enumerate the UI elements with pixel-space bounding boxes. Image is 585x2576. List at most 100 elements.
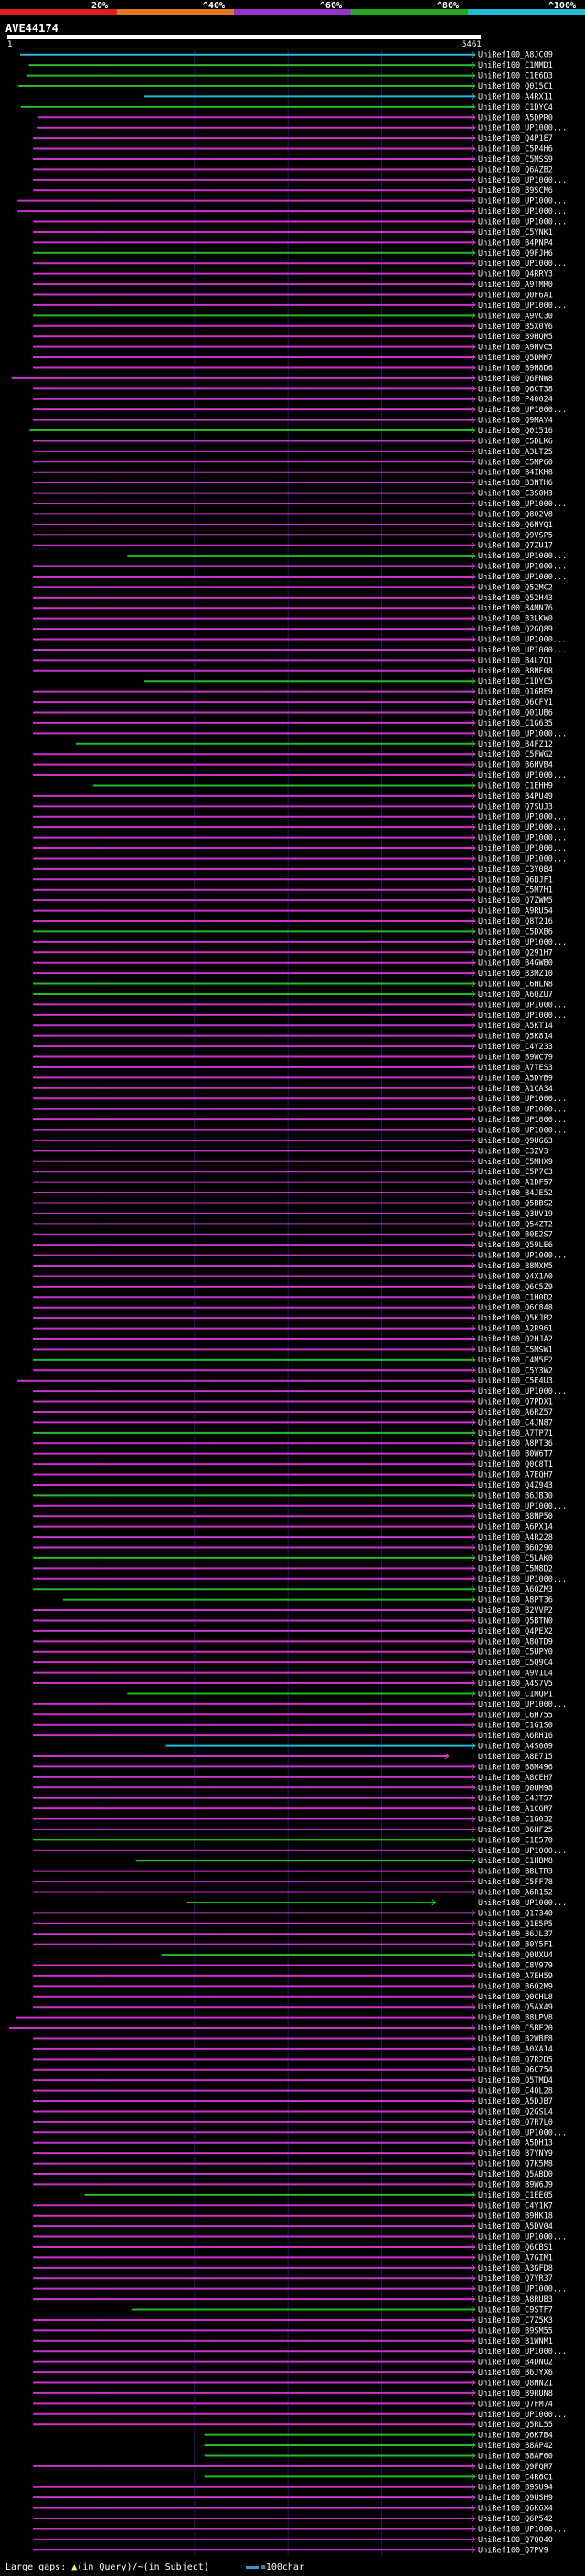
hit-label[interactable]: UniRef100_Q5K814 [478, 1033, 553, 1042]
hit-row[interactable]: UniRef100_Q7ZWM5 [33, 896, 553, 906]
hit-row[interactable]: UniRef100_Q5BTN0 [33, 1617, 553, 1626]
hit-row[interactable]: UniRef100_B2VVP2 [33, 1606, 553, 1616]
hit-row[interactable]: UniRef100_B6Q2M9 [33, 1982, 553, 1991]
hit-label[interactable]: UniRef100_B4MN76 [478, 604, 553, 613]
hit-label[interactable]: UniRef100_UP1000... [478, 260, 567, 269]
hit-row[interactable]: UniRef100_Q6C848 [33, 1304, 553, 1313]
hit-row[interactable]: UniRef100_UP1000... [33, 854, 567, 864]
hit-row[interactable]: UniRef100_Q6NYQ1 [33, 521, 553, 530]
hit-row[interactable]: UniRef100_B2WBF8 [33, 2034, 553, 2043]
hit-label[interactable]: UniRef100_UP1000... [478, 844, 567, 853]
hit-row[interactable]: UniRef100_Q7PDX1 [33, 1398, 553, 1407]
hit-row[interactable]: UniRef100_Q015C1 [18, 82, 553, 91]
hit-row[interactable]: UniRef100_Q8NNZ1 [33, 2379, 553, 2388]
hit-row[interactable]: UniRef100_A7EH59 [33, 1972, 553, 1981]
hit-label[interactable]: UniRef100_B6HF25 [478, 1826, 553, 1835]
hit-label[interactable]: UniRef100_Q9MAY4 [478, 417, 553, 426]
hit-label[interactable]: UniRef100_C1H0D2 [478, 1293, 553, 1302]
hit-row[interactable]: UniRef100_Q9UG63 [33, 1137, 553, 1146]
hit-row[interactable]: UniRef100_Q0F6A1 [33, 291, 553, 300]
hit-row[interactable]: UniRef100_C5DLK6 [33, 437, 553, 446]
hit-row[interactable]: UniRef100_Q6K6X4 [33, 2505, 553, 2514]
hit-label[interactable]: UniRef100_B6JB30 [478, 1491, 553, 1500]
hit-label[interactable]: UniRef100_C5Q9C4 [478, 1659, 553, 1668]
hit-row[interactable]: UniRef100_Q0CHL8 [33, 1993, 553, 2002]
hit-label[interactable]: UniRef100_C1E570 [478, 1836, 553, 1845]
hit-label[interactable]: UniRef100_Q7R7L0 [478, 2118, 553, 2127]
hit-label[interactable]: UniRef100_C8V979 [478, 1961, 553, 1970]
hit-row[interactable]: UniRef100_B3MZ10 [33, 970, 553, 979]
hit-row[interactable]: UniRef100_Q4X1A0 [33, 1272, 553, 1281]
hit-row[interactable]: UniRef100_Q6P542 [33, 2515, 553, 2524]
hit-label[interactable]: UniRef100_B6Q290 [478, 1543, 553, 1553]
hit-label[interactable]: UniRef100_UP1000... [478, 1899, 567, 1908]
hit-label[interactable]: UniRef100_A5DH13 [478, 2139, 553, 2148]
hit-label[interactable]: UniRef100_UP1000... [478, 636, 567, 645]
hit-label[interactable]: UniRef100_Q5BBS2 [478, 1199, 553, 1208]
hit-label[interactable]: UniRef100_A9TMR0 [478, 281, 553, 290]
hit-label[interactable]: UniRef100_B0W6T7 [478, 1450, 553, 1459]
hit-row[interactable]: UniRef100_Q52H43 [33, 594, 553, 603]
hit-label[interactable]: UniRef100_C4JT57 [478, 1795, 553, 1804]
hit-row[interactable]: UniRef100_UP1000... [33, 2348, 567, 2357]
hit-row[interactable]: UniRef100_C5FWG2 [33, 750, 553, 759]
hit-row[interactable]: UniRef100_Q8T216 [33, 917, 553, 927]
hit-row[interactable]: UniRef100_Q4P1E7 [33, 134, 553, 143]
hit-label[interactable]: UniRef100_Q7R2D5 [478, 2055, 553, 2064]
hit-row[interactable]: UniRef100_A6PX14 [33, 1523, 553, 1532]
hit-row[interactable]: UniRef100_UP1000... [37, 124, 567, 133]
hit-label[interactable]: UniRef100_A6RZ57 [478, 1408, 553, 1417]
hit-row[interactable]: UniRef100_UP1000... [33, 1387, 567, 1396]
hit-row[interactable]: UniRef100_A2R961 [33, 1325, 553, 1334]
hit-row[interactable]: UniRef100_B0W6T7 [33, 1450, 553, 1459]
hit-label[interactable]: UniRef100_B8LPV8 [478, 2014, 553, 2023]
hit-label[interactable]: UniRef100_Q6K7B4 [478, 2432, 553, 2441]
hit-label[interactable]: UniRef100_C5MSS9 [478, 155, 553, 164]
hit-row[interactable]: UniRef100_Q2GQ89 [33, 625, 553, 634]
hit-row[interactable]: UniRef100_UP1000... [33, 1701, 567, 1710]
hit-label[interactable]: UniRef100_B4IKH8 [478, 469, 553, 478]
hit-label[interactable]: UniRef100_Q3UV19 [478, 1210, 553, 1219]
hit-row[interactable]: UniRef100_B3NTH6 [33, 479, 553, 488]
hit-label[interactable]: UniRef100_C4JN87 [478, 1418, 553, 1427]
hit-label[interactable]: UniRef100_Q6BJF1 [478, 875, 553, 885]
hit-row[interactable]: UniRef100_B1WNM1 [33, 2337, 553, 2347]
hit-label[interactable]: UniRef100_Q8T216 [478, 917, 553, 927]
hit-label[interactable]: UniRef100_UP1000... [478, 1126, 567, 1135]
hit-row[interactable]: UniRef100_A8QTD9 [33, 1638, 553, 1647]
hit-label[interactable]: UniRef100_Q7Q040 [478, 2536, 553, 2545]
hit-label[interactable]: UniRef100_UP1000... [478, 1106, 567, 1115]
hit-label[interactable]: UniRef100_B7YNY9 [478, 2149, 553, 2158]
hit-label[interactable]: UniRef100_C5E4U3 [478, 1377, 553, 1386]
hit-label[interactable]: UniRef100_Q4Z943 [478, 1481, 553, 1490]
hit-row[interactable]: UniRef100_UP1000... [33, 2525, 567, 2534]
hit-label[interactable]: UniRef100_Q5KJB2 [478, 1314, 553, 1323]
hit-row[interactable]: UniRef100_B4JE52 [33, 1189, 553, 1198]
hit-label[interactable]: UniRef100_Q7PV9 [478, 2546, 548, 2555]
hit-row[interactable]: UniRef100_A5DJB7 [33, 2097, 553, 2106]
hit-row[interactable]: UniRef100_Q7R7L0 [33, 2118, 553, 2127]
hit-row[interactable]: UniRef100_C5BE20 [8, 2024, 553, 2033]
hit-row[interactable]: UniRef100_B6HF25 [33, 1826, 553, 1835]
hit-label[interactable]: UniRef100_UP1000... [478, 834, 567, 843]
hit-label[interactable]: UniRef100_C1G032 [478, 1816, 553, 1825]
hit-row[interactable]: UniRef100_C1G032 [33, 1816, 553, 1825]
hit-label[interactable]: UniRef100_Q6P542 [478, 2515, 553, 2524]
hit-row[interactable]: UniRef100_Q5TMD4 [33, 2076, 553, 2085]
hit-label[interactable]: UniRef100_C5MSW1 [478, 1345, 553, 1354]
hit-row[interactable]: UniRef100_UP1000... [33, 1116, 567, 1125]
hit-label[interactable]: UniRef100_Q54ZT2 [478, 1220, 553, 1229]
hit-row[interactable]: UniRef100_B9RUN8 [33, 2390, 553, 2399]
hit-label[interactable]: UniRef100_A6QZU7 [478, 991, 553, 1000]
hit-label[interactable]: UniRef100_A3LT25 [478, 448, 553, 457]
hit-label[interactable]: UniRef100_C1G1S0 [478, 1722, 553, 1731]
hit-row[interactable]: UniRef100_UP1000... [33, 1502, 567, 1511]
hit-label[interactable]: UniRef100_Q9FQR7 [478, 2463, 553, 2472]
hit-label[interactable]: UniRef100_P40024 [478, 396, 553, 405]
hit-label[interactable]: UniRef100_B9HQM5 [478, 333, 553, 342]
hit-row[interactable]: UniRef100_Q54ZT2 [33, 1220, 553, 1229]
hit-label[interactable]: UniRef100_A8E715 [478, 1753, 553, 1762]
hit-label[interactable]: UniRef100_Q9USH9 [478, 2494, 553, 2503]
hit-row[interactable]: UniRef100_UP1000... [33, 844, 567, 853]
hit-label[interactable]: UniRef100_Q7SUJ3 [478, 802, 553, 811]
